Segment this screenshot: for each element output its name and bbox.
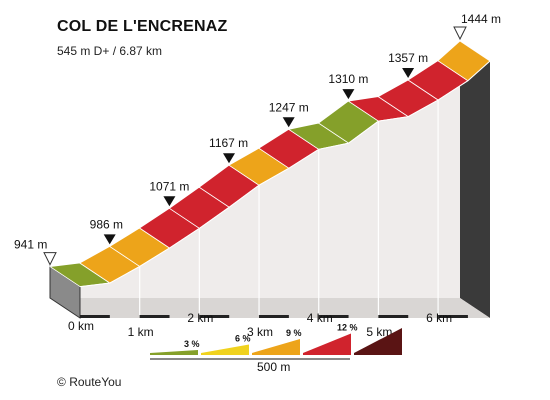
legend-swatch: [303, 333, 351, 355]
elevation-label: 1167 m: [209, 136, 248, 150]
chart-title: COL DE L'ENCRENAZ: [57, 18, 228, 35]
profile-end-face: [460, 41, 490, 318]
x-tick-label: 5 km: [366, 325, 392, 339]
km-marker: [402, 68, 415, 78]
km-marker: [103, 234, 116, 245]
legend-swatch: [150, 350, 198, 355]
km-base-bar: [378, 315, 409, 318]
x-tick-label: 3 km: [247, 325, 273, 339]
credit: © RouteYou: [57, 375, 121, 389]
x-tick-label: 0 km: [68, 319, 94, 333]
elevation-label: 1071 m: [149, 179, 189, 193]
copyright-symbol: ©: [57, 375, 66, 389]
legend-label: 3 %: [184, 339, 200, 349]
km-base-bar: [80, 315, 110, 318]
start-marker: [43, 252, 57, 266]
elevation-label: 1247 m: [269, 100, 309, 114]
elevation-label: 1310 m: [328, 72, 368, 86]
profile-side-face: [80, 61, 490, 318]
profile-base: [50, 298, 490, 318]
x-tick-label: 4 km: [307, 311, 333, 325]
legend-label: 12 %: [337, 323, 358, 333]
km-base-bar: [139, 315, 170, 318]
km-base-bar: [318, 315, 349, 318]
legend-label: 6 %: [235, 334, 251, 344]
chart-subtitle: 545 m D+ / 6.87 km: [57, 44, 163, 58]
km-marker: [223, 153, 235, 164]
x-tick-label: 1 km: [128, 325, 154, 339]
km-base-bar: [438, 315, 468, 318]
x-tick-label: 6 km: [426, 311, 452, 325]
profile-ridge: [79, 60, 491, 288]
x-tick-label: 2 km: [187, 311, 213, 325]
km-marker: [342, 89, 355, 100]
elevation-label: 1444 m: [461, 12, 501, 26]
elevation-label: 986 m: [90, 217, 123, 231]
credit-text: RouteYou: [69, 375, 122, 389]
end-marker: [453, 26, 467, 41]
legend-swatch: [354, 328, 402, 355]
km-base-bar: [259, 315, 289, 318]
km-base-bar: [199, 315, 230, 318]
km-marker: [282, 117, 295, 128]
scale-label: 500 m: [257, 360, 290, 374]
km-marker: [163, 196, 176, 207]
legend-swatch: [252, 339, 300, 355]
legend-label: 9 %: [286, 328, 302, 338]
legend-swatch: [201, 344, 249, 355]
elevation-label: 1357 m: [388, 51, 428, 65]
elevation-label: 941 m: [14, 238, 47, 252]
